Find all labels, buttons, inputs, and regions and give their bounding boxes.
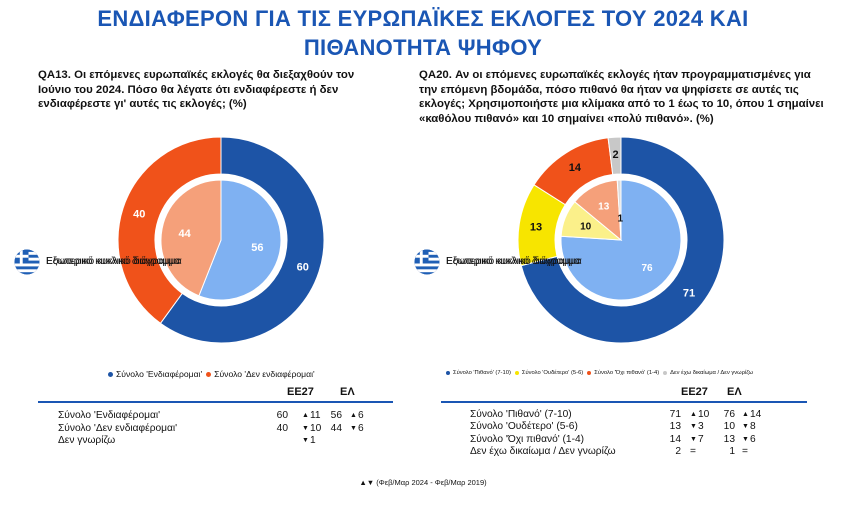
question-qa20: QA20. Αν οι επόμενες ευρωπαϊκές εκλογές … xyxy=(419,69,824,125)
table-row-label: Σύνολο 'Ουδέτερο' (5-6) xyxy=(470,421,578,433)
table-cell-eu: 13 xyxy=(669,421,681,433)
table-cell-eu: 2 xyxy=(675,445,681,457)
table-row-label: Σύνολο 'Δεν ενδιαφέρομαι' xyxy=(58,422,178,434)
legend-item: Σύνολο 'Ουδέτερο' (5-6) xyxy=(514,370,584,376)
legend-outer-label: Εξωτερικό κυκλικό διάγραμμα xyxy=(446,256,581,267)
table2-header-eu: ΕΕ27 xyxy=(681,386,708,398)
legend-swatch xyxy=(206,371,212,377)
table-cell-eu-change: ▼3 xyxy=(690,421,704,433)
table-cell-gr-change: ▼6 xyxy=(742,433,756,445)
inner-ring-data-label: 1 xyxy=(618,214,624,225)
question-qa13: QA13. Οι επόμενες ευρωπαϊκές εκλογές θα … xyxy=(38,69,355,110)
table-cell-eu: 40 xyxy=(276,422,288,434)
legend-item: Σύνολο 'Ενδιαφέρομαι' xyxy=(108,369,202,379)
donut-chart-qa13: 60 40 56 44 xyxy=(117,136,325,344)
table1-rule xyxy=(38,401,393,403)
table-cell-eu-change: ▼1 xyxy=(302,435,316,446)
legend-label: Σύνολο 'Ουδέτερο' (5-6) xyxy=(521,370,584,376)
inner-ring-slice xyxy=(160,179,222,297)
legend-item: Δεν έχω δικαίωμα / Δεν γνωρίζω xyxy=(663,370,753,376)
legend-inner-label: Εσωτερικό κυκλικό διάγραμμα xyxy=(446,256,582,267)
table2-rule xyxy=(441,401,807,403)
page-title: ΕΝΔΙΑΦΕΡΟΝ ΓΙΑ ΤΙΣ ΕΥΡΩΠΑΪΚΕΣ ΕΚΛΟΓΕΣ ΤΟ… xyxy=(0,4,846,62)
table-cell-eu: 60 xyxy=(276,410,288,421)
outer-ring-data-label: 14 xyxy=(569,162,582,174)
legend-item: Σύνολο 'Δεν ενδιαφέρομαι' xyxy=(206,369,315,379)
category-legend-qa20: Σύνολο 'Πιθανό' (7-10) Σύνολο 'Ουδέτερο' … xyxy=(446,370,757,376)
legend-label: Δεν έχω δικαίωμα / Δεν γνωρίζω xyxy=(670,370,753,376)
inner-ring-data-label: 56 xyxy=(251,242,263,254)
table-cell-gr-change: ▼8 xyxy=(742,421,756,433)
table-cell-eu-change: = xyxy=(690,445,696,457)
legend-swatch xyxy=(108,371,113,377)
inner-ring-data-label: 10 xyxy=(580,222,592,233)
table-cell-gr: 1 xyxy=(729,445,735,457)
legend-label: Σύνολο 'Πιθανό' (7-10) xyxy=(453,370,511,376)
table1-header-gr: ΕΛ xyxy=(340,386,355,398)
legend-inner-label: Εσωτερικό κυκλικό διάγραμμα xyxy=(46,256,182,267)
table-cell-eu-change: ▲11 xyxy=(302,410,321,421)
table-cell-eu-change: ▼10 xyxy=(302,422,322,434)
table-cell-eu: 71 xyxy=(669,409,681,420)
footnote: ▲▼ (Φεβ/Μαρ 2024 - Φεβ/Μαρ 2019) xyxy=(359,478,487,487)
legend-label: Σύνολο 'Δεν ενδιαφέρομαι' xyxy=(214,369,315,379)
legend-item: Σύνολο 'Όχι πιθανό' (1-4) xyxy=(587,370,659,376)
table-row-label: Δεν γνωρίζω xyxy=(58,435,116,446)
inner-ring-data-label: 44 xyxy=(179,228,192,240)
category-legend-qa13: Σύνολο 'Ενδιαφέρομαι' Σύνολο 'Δεν ενδιαφέ… xyxy=(108,369,319,379)
table-cell-gr-change: ▲6 xyxy=(350,410,364,421)
table-cell-eu: 14 xyxy=(669,433,681,445)
legend-outer-label: Εξωτερικό κυκλικό διάγραμμα xyxy=(46,256,181,267)
table-row-label: Σύνολο 'Όχι πιθανό' (1-4) xyxy=(470,433,585,445)
table-cell-eu-change: ▼7 xyxy=(690,433,704,445)
table2-header-gr: ΕΛ xyxy=(727,386,742,398)
outer-ring-data-label: 60 xyxy=(297,261,309,273)
outer-ring-data-label: 13 xyxy=(530,221,542,233)
table-row-label: Σύνολο 'Ενδιαφέρομαι' xyxy=(58,410,161,421)
outer-ring-data-label: 71 xyxy=(683,288,695,300)
table-cell-gr: 10 xyxy=(723,421,735,433)
legend-label: Σύνολο 'Ενδιαφέρομαι' xyxy=(116,369,203,379)
inner-ring-slice xyxy=(616,179,622,241)
inner-ring-data-label: 13 xyxy=(598,202,610,213)
table-row-label: Σύνολο 'Πιθανό' (7-10) xyxy=(470,409,572,420)
legend-swatch xyxy=(663,371,668,375)
table-cell-gr-change: ▲14 xyxy=(742,409,762,420)
table-cell-gr-change: = xyxy=(742,445,748,457)
inner-ring-data-label: 76 xyxy=(641,263,653,274)
inner-ring-slice xyxy=(198,179,282,301)
table-cell-gr-change: ▼6 xyxy=(350,422,364,434)
greece-flag-icon xyxy=(14,249,40,275)
page-title-line1: ΕΝΔΙΑΦΕΡΟΝ ΓΙΑ ΤΙΣ ΕΥΡΩΠΑΪΚΕΣ ΕΚΛΟΓΕΣ ΤΟ… xyxy=(97,6,749,31)
legend-label: Σύνολο 'Όχι πιθανό' (1-4) xyxy=(594,370,660,376)
outer-ring-data-label: 40 xyxy=(133,208,145,220)
page-title-line2: ΠΙΘΑΝΟΤΗΤΑ ΨΗΦΟΥ xyxy=(303,35,543,60)
table-cell-gr: 44 xyxy=(330,422,342,434)
table-cell-gr: 13 xyxy=(723,433,735,445)
table-cell-eu-change: ▲10 xyxy=(690,409,710,420)
legend-swatch xyxy=(514,371,519,375)
greece-flag-icon xyxy=(414,249,440,275)
table1-header-eu: ΕΕ27 xyxy=(287,386,314,398)
table-cell-gr: 76 xyxy=(723,409,735,420)
table-row-label: Δεν έχω δικαίωμα / Δεν γνωρίζω xyxy=(470,445,616,457)
table-cell-gr: 56 xyxy=(330,410,342,421)
legend-item: Σύνολο 'Πιθανό' (7-10) xyxy=(446,370,511,376)
legend-swatch xyxy=(446,371,450,375)
legend-inner-row: Εσωτερικό κυκλικό διάγραμμα xyxy=(14,249,182,275)
legend-swatch xyxy=(587,371,592,375)
outer-ring-data-label: 2 xyxy=(613,149,619,161)
legend-inner-row: Εσωτερικό κυκλικό διάγραμμα xyxy=(414,249,582,275)
